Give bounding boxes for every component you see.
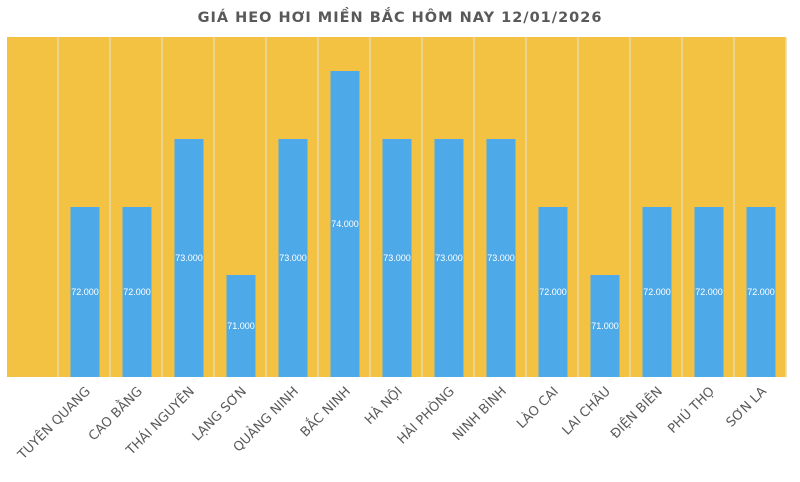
data-label: 72.000 [539,287,567,297]
bar [330,71,360,377]
data-label: 73.000 [279,253,307,263]
x-tick-label: PHÚ THỌ [665,384,718,437]
bar [226,275,256,377]
bar [382,139,412,377]
data-label: 72.000 [695,287,723,297]
x-tick-label: HÀ NỘI [362,384,406,428]
data-label: 72.000 [747,287,775,297]
chart-title: GIÁ HEO HƠI MIỀN BẮC HÔM NAY 12/01/2026 [198,7,603,26]
data-label: 73.000 [487,253,515,263]
bar [746,207,776,377]
bar [174,139,204,377]
bar [434,139,464,377]
data-label: 73.000 [175,253,203,263]
bar [590,275,620,377]
bar [486,139,516,377]
x-tick-label: ĐIỆN BIÊN [607,384,665,442]
data-label: 73.000 [435,253,463,263]
x-tick-label: SƠN LA [724,384,770,430]
bar [694,207,724,377]
data-label: 72.000 [123,287,151,297]
bar [642,207,672,377]
bar [278,139,308,377]
x-tick-label: TUYÊN QUANG [14,384,94,464]
data-label: 73.000 [383,253,411,263]
bar [538,207,568,377]
x-tick-label: LAI CHÂU [559,384,614,439]
bar [122,207,152,377]
data-label: 71.000 [591,321,619,331]
data-label: 74.000 [331,219,359,229]
data-label: 72.000 [71,287,99,297]
data-label: 72.000 [643,287,671,297]
x-tick-label: BẮC NINH [296,383,353,440]
x-tick-label: LÀO CAI [513,384,561,432]
x-tick-label: NINH BÌNH [449,384,509,444]
data-label: 71.000 [227,321,255,331]
bar [70,207,100,377]
